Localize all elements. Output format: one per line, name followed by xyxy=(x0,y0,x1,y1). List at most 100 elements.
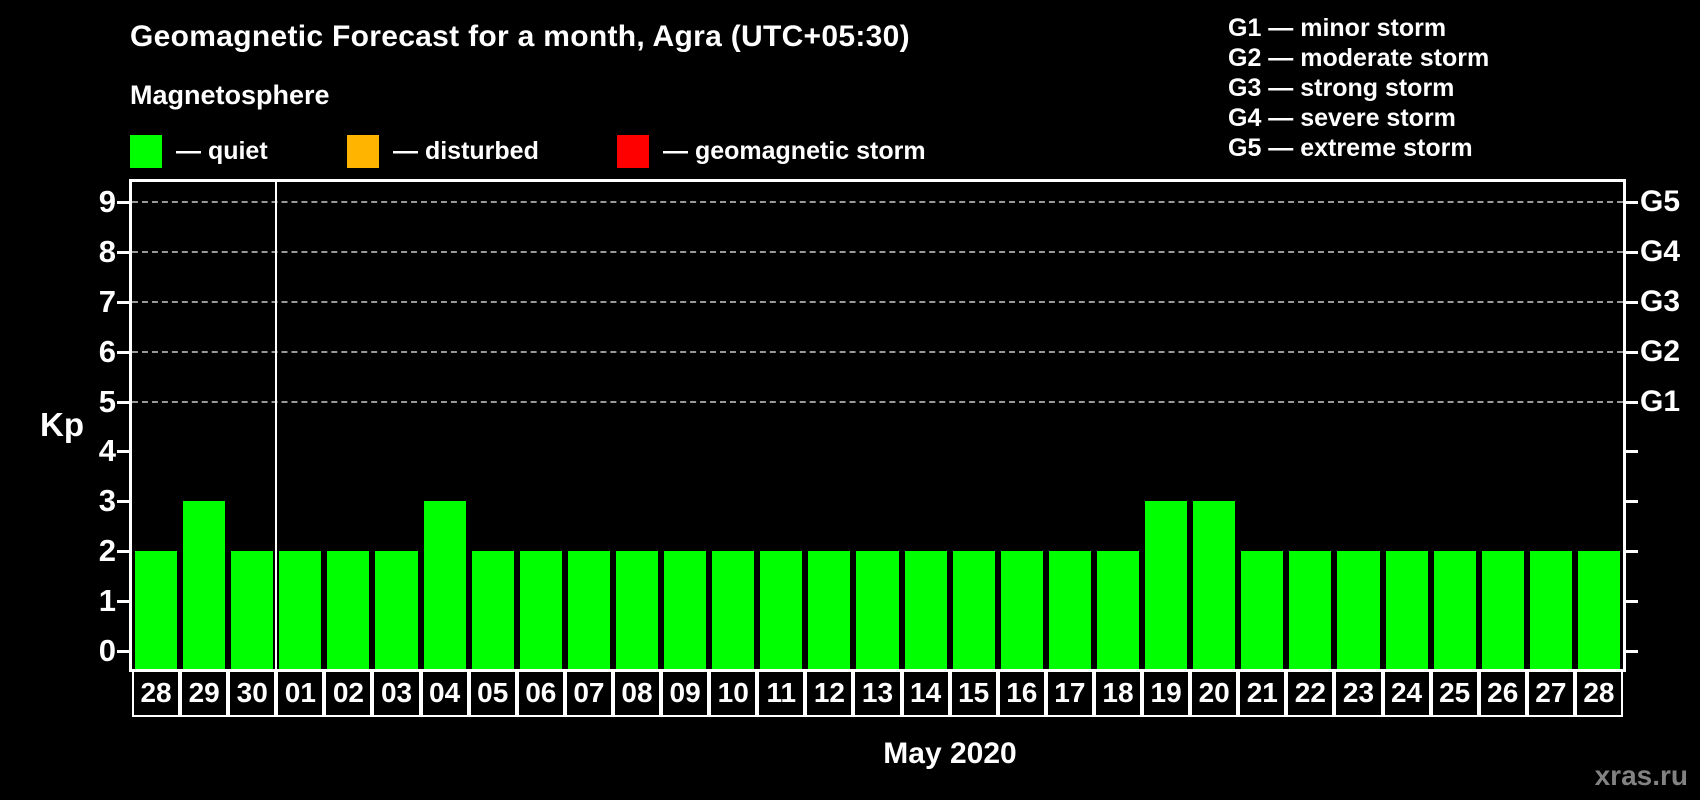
kp-bar-day-15 xyxy=(952,551,995,669)
y-tick-mark-right xyxy=(1624,450,1638,454)
x-axis-day-label: 25 xyxy=(1430,670,1479,717)
kp-bar-day-11 xyxy=(760,551,803,669)
x-axis-day-label: 27 xyxy=(1526,670,1575,717)
kp-bar-day-26 xyxy=(1481,551,1524,669)
x-axis-day-label: 22 xyxy=(1286,670,1335,717)
kp-bar-day-27 xyxy=(1529,551,1572,669)
kp-bar-day-19 xyxy=(1145,501,1188,669)
x-axis-day-label: 15 xyxy=(949,670,998,717)
gridline-g1 xyxy=(132,400,1623,403)
y-tick-label-1: 1 xyxy=(98,583,116,619)
y-tick-mark-left xyxy=(117,350,131,354)
kp-bar-day-28 xyxy=(1577,551,1620,669)
plot-area xyxy=(129,179,1626,672)
kp-bar-day-24 xyxy=(1385,551,1428,669)
y-axis-title: Kp xyxy=(40,406,84,443)
x-axis-day-label: 29 xyxy=(180,670,229,717)
y-tick-mark-left xyxy=(117,450,131,454)
x-axis-day-label: 21 xyxy=(1238,670,1287,717)
x-axis-day-label: 19 xyxy=(1142,670,1191,717)
x-axis-day-label: 17 xyxy=(1045,670,1094,717)
kp-bar-day-16 xyxy=(1000,551,1043,669)
storm-scale-line-g2: G2 — moderate storm xyxy=(1228,44,1490,72)
right-axis-label-g5: G5 xyxy=(1640,184,1681,218)
y-tick-label-8: 8 xyxy=(98,233,116,269)
x-axis-day-label: 04 xyxy=(420,670,469,717)
disturbed-color-swatch xyxy=(347,134,379,168)
kp-bar-day-18 xyxy=(1096,551,1140,669)
x-axis-day-label: 20 xyxy=(1190,670,1239,717)
kp-bar-day-02 xyxy=(327,551,370,669)
kp-bar-day-22 xyxy=(1289,551,1332,669)
y-tick-mark-left xyxy=(117,300,131,304)
y-tick-mark-right xyxy=(1624,550,1638,554)
watermark: xras.ru xyxy=(1594,760,1688,791)
kp-bar-day-06 xyxy=(519,551,562,669)
kp-bar-day-14 xyxy=(904,551,947,669)
storm-scale-legend: G1 — minor storm G2 — moderate storm G3 … xyxy=(1228,13,1489,163)
kp-bar-day-12 xyxy=(808,551,851,669)
y-tick-mark-left xyxy=(117,600,131,604)
x-axis-day-label: 12 xyxy=(805,670,854,717)
right-axis-label-g3: G3 xyxy=(1640,284,1681,318)
kp-bar-day-13 xyxy=(856,551,899,669)
legend-item-label: — quiet xyxy=(176,136,268,165)
kp-bar-day-01 xyxy=(279,551,322,669)
x-axis-day-label: 03 xyxy=(372,670,421,717)
x-axis-day-label: 01 xyxy=(276,670,325,717)
x-axis-title: May 2020 xyxy=(883,737,1017,770)
y-tick-label-3: 3 xyxy=(98,483,116,519)
kp-bar-day-10 xyxy=(712,551,755,669)
kp-bar-day-21 xyxy=(1241,551,1284,669)
y-tick-label-0: 0 xyxy=(98,633,116,668)
right-axis-label-g4: G4 xyxy=(1640,234,1681,268)
x-axis-day-label: 09 xyxy=(661,670,710,717)
x-axis-day-label: 16 xyxy=(997,670,1046,717)
legend-item-label: — geomagnetic storm xyxy=(663,136,926,165)
kp-bar-day-29 xyxy=(183,501,226,669)
x-axis-day-label: 08 xyxy=(612,670,662,717)
gridline-g4 xyxy=(132,250,1623,253)
x-axis-day-label: 11 xyxy=(757,670,806,717)
kp-bar-day-23 xyxy=(1337,551,1380,669)
kp-bar-day-28 xyxy=(135,551,178,669)
y-tick-mark-right xyxy=(1624,350,1638,354)
y-tick-label-9: 9 xyxy=(98,183,116,219)
y-tick-mark-right xyxy=(1624,300,1638,304)
x-axis-day-label: 10 xyxy=(709,670,758,717)
gridline-g3 xyxy=(132,300,1623,303)
kp-bar-day-08 xyxy=(615,551,659,669)
x-axis-day-label: 02 xyxy=(324,670,373,717)
y-tick-mark-right xyxy=(1624,400,1638,404)
kp-bar-day-07 xyxy=(567,551,610,669)
kp-bar-day-09 xyxy=(664,551,707,669)
kp-bar-day-04 xyxy=(423,501,466,669)
right-axis-label-g2: G2 xyxy=(1640,334,1681,368)
kp-bar-day-17 xyxy=(1048,551,1091,669)
y-tick-mark-left xyxy=(117,500,131,504)
month-boundary-line xyxy=(275,182,278,669)
y-tick-mark-right xyxy=(1624,650,1638,653)
y-tick-label-4: 4 xyxy=(98,433,116,469)
x-axis-day-label: 05 xyxy=(468,670,517,717)
y-tick-label-7: 7 xyxy=(98,283,116,319)
y-tick-label-5: 5 xyxy=(98,383,116,419)
storm-scale-line-g4: G4 — severe storm xyxy=(1228,104,1456,132)
storm-scale-line-g3: G3 — strong storm xyxy=(1228,74,1455,102)
magnetosphere-legend: — quiet — disturbed — geomagnetic storm xyxy=(0,133,1700,169)
y-tick-label-6: 6 xyxy=(98,333,116,369)
x-axis-day-label: 07 xyxy=(564,670,613,717)
legend-item-label: — disturbed xyxy=(393,136,539,165)
storm-scale-line-g1: G1 — minor storm xyxy=(1228,14,1447,42)
x-axis-day-label: 14 xyxy=(901,670,950,717)
x-axis-day-label: 13 xyxy=(853,670,902,717)
legend-item-disturbed: — disturbed xyxy=(347,133,539,169)
magnetosphere-label: Magnetosphere xyxy=(130,80,330,110)
y-tick-label-2: 2 xyxy=(98,533,116,569)
kp-bar-day-05 xyxy=(471,551,514,669)
y-tick-mark-right xyxy=(1624,250,1638,254)
legend-item-geomagnetic-storm: — geomagnetic storm xyxy=(617,133,926,169)
y-tick-mark-left xyxy=(117,400,131,404)
y-tick-mark-right xyxy=(1624,500,1638,504)
x-axis-day-label: 28 xyxy=(132,670,181,717)
